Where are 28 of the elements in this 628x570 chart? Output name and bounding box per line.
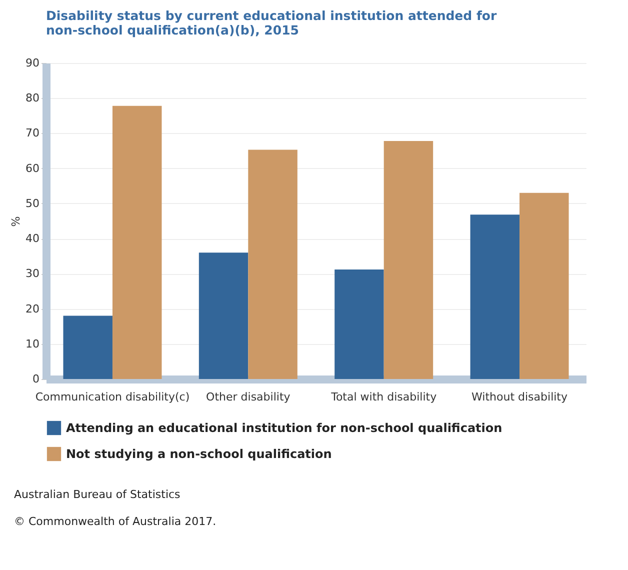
y-tick-label: 10 <box>26 337 40 350</box>
bar <box>248 150 298 379</box>
y-tick-label: 0 <box>32 372 40 386</box>
x-tick-label: Total with disability <box>330 390 438 404</box>
bar <box>334 269 384 379</box>
bar <box>198 252 248 379</box>
x-tick-label: Other disability <box>206 390 291 404</box>
bar <box>384 140 434 379</box>
legend-label: Not studying a non-school qualification <box>66 447 332 461</box>
x-tick-label: Without disability <box>472 390 568 404</box>
bar <box>63 316 112 379</box>
y-tick-label: 90 <box>26 56 40 70</box>
bar <box>470 214 520 379</box>
y-tick-label: 70 <box>26 126 40 140</box>
y-tick-label: 50 <box>26 196 40 210</box>
bar <box>112 106 162 379</box>
y-tick-label: 80 <box>26 92 40 105</box>
text: © Commonwealth of Australia 2017. <box>14 515 218 528</box>
y-axis-title: % <box>10 216 23 227</box>
x-tick-label: Communication disability(c) <box>35 390 190 404</box>
chart-title: Disability status by current educational institution attended for non-school qualification(a)(b), 2015 <box>46 8 498 38</box>
y-tick-label: 60 <box>26 162 40 175</box>
y-tick-label: 20 <box>26 302 40 316</box>
bar <box>520 192 569 379</box>
text: Australian Bureau of Statistics <box>14 488 182 501</box>
y-tick-label: 30 <box>26 267 40 280</box>
legend-label: Attending an educational institution for non-school qualification <box>66 421 502 435</box>
y-tick-label: 40 <box>26 232 40 246</box>
